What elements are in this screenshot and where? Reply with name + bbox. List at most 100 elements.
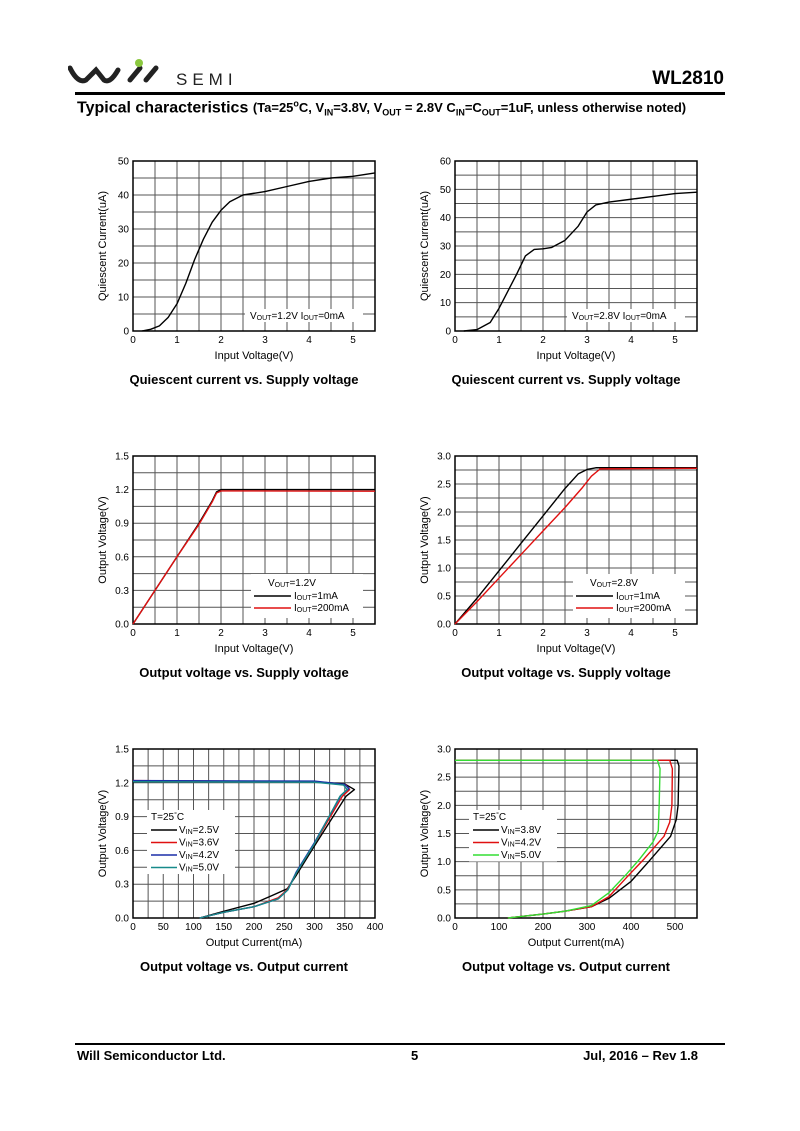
- x-tick-label: 3: [262, 628, 268, 639]
- legend-label: IOUT=1mA: [294, 591, 338, 602]
- y-tick-label: 0.0: [115, 914, 129, 925]
- x-tick-label: 1: [496, 628, 502, 639]
- x-tick-label: 300: [306, 922, 323, 933]
- plot-frame: [454, 455, 698, 625]
- legend-title: T=25°C: [473, 811, 506, 824]
- legend-background: [469, 810, 557, 862]
- series-line: [132, 490, 376, 625]
- x-tick-label: 300: [579, 922, 596, 933]
- x-tick-label: 200: [246, 922, 263, 933]
- x-tick-label: 0: [130, 335, 136, 346]
- x-axis-label: Input Voltage(V): [537, 643, 616, 655]
- legend-label: VOUT=2.8V IOUT=0mA: [572, 311, 667, 322]
- x-tick-label: 350: [336, 922, 353, 933]
- x-tick-label: 3: [584, 335, 590, 346]
- x-tick-label: 2: [540, 335, 546, 346]
- legend-label: IOUT=200mA: [294, 603, 349, 614]
- x-tick-label: 500: [667, 922, 684, 933]
- y-tick-label: 1.0: [437, 857, 451, 868]
- x-tick-label: 5: [350, 628, 356, 639]
- x-tick-label: 3: [584, 628, 590, 639]
- y-tick-label: 3.0: [437, 745, 451, 756]
- y-tick-label: 1.0: [437, 564, 451, 575]
- y-tick-label: 0.0: [437, 914, 451, 925]
- legend-label: VIN=4.2V: [179, 850, 219, 861]
- y-tick-label: 1.2: [115, 778, 129, 789]
- legend-background: [245, 309, 363, 322]
- chart-6: 0 100 200 300 400 500 0.0 0.5 1.0 1.5 2.0 2.5 3.0 Out…: [419, 745, 698, 974]
- chart-caption: Quiescent current vs. Supply voltage: [129, 372, 358, 387]
- legend-label: VIN=3.8V: [501, 825, 541, 836]
- x-tick-label: 1: [174, 628, 180, 639]
- y-tick-label: 2.5: [437, 773, 451, 784]
- x-tick-label: 4: [306, 628, 312, 639]
- x-tick-label: 50: [158, 922, 170, 933]
- chart-caption: Output voltage vs. Supply voltage: [461, 665, 670, 680]
- legend-label: VIN=4.2V: [501, 838, 541, 849]
- y-tick-label: 50: [440, 185, 452, 196]
- y-tick-label: 0: [123, 327, 129, 338]
- y-tick-label: 0.9: [115, 812, 129, 823]
- x-tick-label: 5: [672, 628, 678, 639]
- will-semi-logo: [68, 59, 159, 84]
- x-tick-label: 0: [130, 922, 136, 933]
- series-line: [141, 172, 376, 332]
- y-axis-label: Output Voltage(V): [97, 496, 109, 583]
- plot-frame: [132, 748, 376, 919]
- x-tick-label: 0: [130, 628, 136, 639]
- series-line: [454, 467, 698, 625]
- footer-revision: Jul, 2016 – Rev 1.8: [583, 1048, 698, 1063]
- plot-frame: [454, 160, 698, 332]
- x-tick-label: 5: [350, 335, 356, 346]
- x-axis-label: Input Voltage(V): [215, 350, 294, 362]
- y-axis-label: Quiescent Current(uA): [97, 191, 109, 301]
- header-divider: [75, 92, 725, 95]
- y-tick-label: 10: [440, 298, 452, 309]
- legend-label: VIN=2.5V: [179, 825, 219, 836]
- x-tick-label: 1: [496, 335, 502, 346]
- legend-title: VOUT=1.2V: [268, 578, 316, 589]
- chart-caption: Output voltage vs. Output current: [140, 959, 349, 974]
- y-tick-label: 40: [118, 191, 130, 202]
- x-tick-label: 1: [174, 335, 180, 346]
- x-tick-label: 200: [535, 922, 552, 933]
- y-tick-label: 0.0: [115, 620, 129, 631]
- section-title-conditions: (Ta=25oC, VIN=3.8V, VOUT = 2.8V CIN=COUT…: [252, 99, 687, 118]
- y-tick-label: 1.2: [115, 485, 129, 496]
- y-axis-label: Output Voltage(V): [97, 790, 109, 877]
- x-axis-label: Output Current(mA): [528, 937, 625, 949]
- chart-4: 0 1 2 3 4 5 0.0 0.5 1.0 1.5 2.0 2.5 3.0 Input Voltage…: [419, 452, 698, 680]
- y-tick-label: 1.5: [437, 536, 451, 547]
- y-tick-label: 0.3: [115, 880, 129, 891]
- x-tick-label: 100: [491, 922, 508, 933]
- footer-divider: [75, 1043, 725, 1045]
- series-line: [132, 780, 348, 919]
- legend-label: VIN=5.0V: [501, 850, 541, 861]
- y-tick-label: 0.3: [115, 586, 129, 597]
- y-tick-label: 2.0: [437, 801, 451, 812]
- plot-frame: [132, 455, 376, 625]
- x-tick-label: 3: [262, 335, 268, 346]
- y-tick-label: 10: [118, 293, 130, 304]
- y-tick-label: 0.0: [437, 620, 451, 631]
- y-tick-label: 0.6: [115, 552, 129, 563]
- series-line: [463, 191, 698, 332]
- chart-3: 0 1 2 3 4 5 0.0 0.3 0.6 0.9 1.2 1.5 Input Voltage(V)…: [97, 452, 376, 680]
- y-tick-label: 3.0: [437, 452, 451, 463]
- x-tick-label: 4: [628, 335, 634, 346]
- legend-title: T=25°C: [151, 811, 184, 824]
- y-axis-label: Quiescent Current(uA): [419, 191, 431, 301]
- x-tick-label: 0: [452, 335, 458, 346]
- legend-label: IOUT=1mA: [616, 591, 660, 602]
- y-tick-label: 2.0: [437, 508, 451, 519]
- x-tick-label: 4: [628, 628, 634, 639]
- plot-frame: [454, 748, 698, 919]
- legend-label: VIN=3.6V: [179, 838, 219, 849]
- y-tick-label: 60: [440, 157, 452, 168]
- legend-title: VOUT=2.8V: [590, 578, 638, 589]
- x-tick-label: 4: [306, 335, 312, 346]
- plot-frame: [132, 160, 376, 332]
- y-tick-label: 0.6: [115, 846, 129, 857]
- y-tick-label: 2.5: [437, 480, 451, 491]
